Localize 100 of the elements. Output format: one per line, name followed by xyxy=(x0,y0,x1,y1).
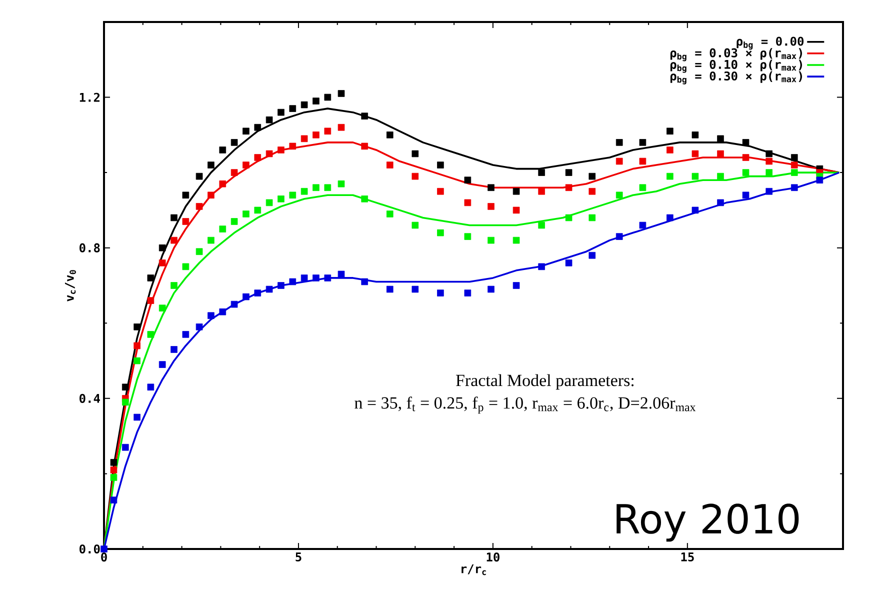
point xyxy=(386,162,394,168)
point xyxy=(242,293,250,300)
point xyxy=(122,384,129,391)
point xyxy=(790,184,798,192)
point xyxy=(219,308,226,316)
point xyxy=(134,357,140,364)
point xyxy=(412,172,419,180)
point xyxy=(254,290,262,296)
point xyxy=(361,112,368,120)
point xyxy=(312,132,320,138)
x-axis-title: r/r$_{c}$ xyxy=(462,564,486,576)
point xyxy=(324,184,332,192)
y-tick-label: 0.4 xyxy=(80,394,100,403)
point xyxy=(300,101,308,108)
point xyxy=(692,132,699,138)
point xyxy=(122,398,129,406)
point xyxy=(464,233,472,240)
point xyxy=(437,290,444,296)
x-tick-label: 0 xyxy=(101,552,107,562)
point xyxy=(170,236,178,244)
point xyxy=(639,158,646,165)
point xyxy=(196,323,203,330)
point xyxy=(361,142,368,150)
point xyxy=(692,150,699,158)
point xyxy=(538,188,545,195)
point xyxy=(666,172,674,180)
point xyxy=(289,278,296,286)
x-tick-label: 5 xyxy=(296,552,302,562)
point xyxy=(766,150,773,158)
point xyxy=(208,312,214,319)
point xyxy=(278,146,284,154)
point xyxy=(134,342,140,350)
point xyxy=(488,203,494,210)
point xyxy=(412,286,419,293)
point xyxy=(219,146,226,154)
point xyxy=(692,172,699,180)
x-tick-label: 15 xyxy=(681,552,694,562)
point xyxy=(464,199,472,206)
point xyxy=(338,90,345,97)
point xyxy=(147,274,154,282)
point xyxy=(666,128,674,135)
point xyxy=(158,361,166,368)
point xyxy=(588,172,596,180)
point xyxy=(742,192,750,199)
point xyxy=(208,162,214,168)
point xyxy=(338,180,345,188)
point xyxy=(147,384,154,391)
point xyxy=(538,263,545,270)
point xyxy=(512,188,520,195)
point xyxy=(219,180,226,188)
point xyxy=(512,282,520,289)
point xyxy=(464,176,472,184)
point xyxy=(208,236,214,244)
x-tick-label: 10 xyxy=(486,552,500,562)
point xyxy=(666,146,674,154)
y-tick-label: 1.2 xyxy=(80,92,100,102)
point xyxy=(182,331,190,338)
point xyxy=(488,184,494,192)
point xyxy=(100,546,108,552)
point xyxy=(639,184,646,192)
point xyxy=(278,282,284,289)
point xyxy=(338,124,345,131)
point xyxy=(616,192,623,199)
point xyxy=(616,139,623,146)
point xyxy=(616,158,623,165)
point xyxy=(266,199,273,206)
point xyxy=(412,150,419,158)
point xyxy=(230,139,238,146)
point xyxy=(230,300,238,308)
point xyxy=(242,210,250,218)
point xyxy=(170,214,178,222)
point xyxy=(230,218,238,225)
point xyxy=(437,229,444,236)
point xyxy=(170,346,178,353)
point xyxy=(289,142,296,150)
point xyxy=(170,282,178,289)
point xyxy=(110,459,118,466)
point xyxy=(742,169,750,176)
point xyxy=(230,169,238,176)
point xyxy=(512,236,520,244)
point xyxy=(766,158,773,165)
point xyxy=(147,331,154,338)
point xyxy=(324,94,332,101)
point xyxy=(717,199,724,206)
point xyxy=(254,154,262,161)
point xyxy=(254,124,262,131)
point xyxy=(766,169,773,176)
point xyxy=(266,116,273,124)
point xyxy=(639,222,646,229)
point xyxy=(437,162,444,168)
point xyxy=(412,222,419,229)
point xyxy=(196,248,203,256)
point xyxy=(289,192,296,199)
annotation: Fractal Model parameters: xyxy=(456,374,634,390)
point xyxy=(565,214,572,222)
point xyxy=(300,135,308,142)
point xyxy=(565,259,572,266)
point xyxy=(158,259,166,266)
point xyxy=(110,474,118,481)
point xyxy=(717,172,724,180)
